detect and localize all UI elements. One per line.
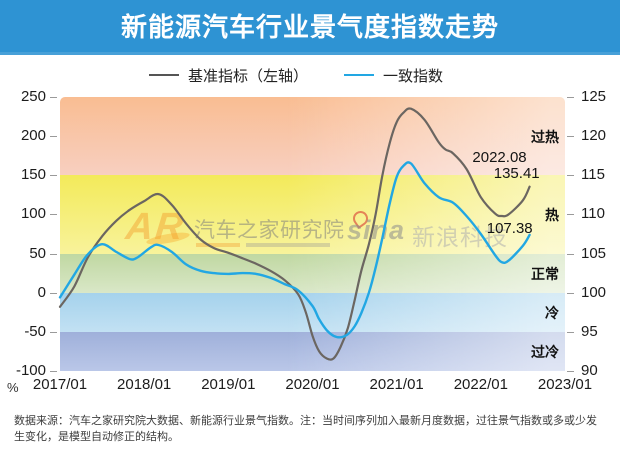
left-axis-tick-label: 250 — [20, 88, 46, 105]
left-axis-tick-label: 0 — [37, 283, 46, 301]
coincident-line-swatch — [344, 74, 374, 76]
zone-label: 过冷 — [531, 344, 559, 361]
right-axis-tickmark — [567, 97, 574, 98]
zone-band-5 — [60, 331, 565, 371]
legend-item-benchmark: 基准指标（左轴） — [148, 65, 308, 86]
value-annotation: 107.38 — [486, 219, 533, 237]
zone-label: 正常 — [531, 266, 559, 283]
right-axis-tick-label: 120 — [581, 127, 607, 145]
left-axis-tick-label: -50 — [24, 322, 46, 340]
zone-band-4 — [60, 292, 565, 332]
right-axis-tick-label: 115 — [581, 166, 605, 184]
right-axis-tick-label: 100 — [581, 283, 607, 301]
right-axis-tick-label: 110 — [581, 205, 605, 223]
right-axis-tick-label: 95 — [581, 322, 598, 340]
left-axis-tickmark — [50, 253, 57, 255]
x-axis-tick-label: 2023/01 — [537, 376, 593, 393]
left-axis-tick-label: 50 — [29, 244, 46, 262]
legend-label-benchmark: 基准指标（左轴） — [187, 67, 308, 85]
right-axis-tickmark — [567, 136, 574, 138]
value-annotation: 135.41 — [493, 164, 540, 182]
zone-label: 过热 — [531, 129, 559, 146]
right-axis-tickmark — [567, 175, 574, 177]
x-axis-tick-label: 2020/01 — [285, 376, 340, 393]
chart-legend: 基准指标（左轴） 一致指数 — [0, 62, 606, 88]
zone-band-3 — [60, 253, 565, 293]
x-axis-tick-label: 2018/01 — [117, 376, 172, 393]
right-axis-tickmark — [567, 214, 574, 216]
right-axis-tick-label: 125 — [581, 88, 607, 105]
left-axis-tick-label: -100 — [15, 362, 46, 379]
legend-item-coincident: 一致指数 — [344, 65, 443, 86]
zone-label: 冷 — [545, 305, 559, 322]
right-axis-tickmark — [567, 371, 574, 372]
left-axis-tick-label: 200 — [20, 127, 46, 145]
left-axis-unit: % — [7, 380, 19, 395]
zone-band-2 — [60, 175, 565, 254]
x-axis-tick-label: 2021/01 — [369, 376, 424, 393]
title-banner: 新能源汽车行业景气度指数走势 — [0, 0, 620, 55]
left-axis-tickmark — [50, 175, 57, 177]
legend-label-coincident: 一致指数 — [383, 67, 444, 85]
right-axis-tick-label: 105 — [581, 244, 607, 262]
x-axis-tick-label: 2019/01 — [201, 376, 256, 393]
left-axis-tickmark — [50, 136, 57, 138]
right-axis-tickmark — [567, 331, 574, 333]
zone-label: 热 — [545, 207, 559, 224]
left-axis-tickmark — [50, 371, 57, 372]
x-axis-tick-label: 2017/01 — [32, 376, 88, 393]
left-axis-tickmark — [50, 331, 57, 333]
value-annotation: 2022.08 — [472, 148, 527, 166]
right-axis-tick-label: 90 — [581, 362, 598, 379]
left-axis-tick-label: 150 — [20, 166, 46, 184]
source-note: 数据来源：汽车之家研究院大数据、新能源行业景气指数。注：当时间序列加入最新月度数… — [14, 415, 597, 443]
right-axis-tickmark — [567, 292, 574, 294]
right-axis-tickmark — [567, 253, 574, 255]
left-axis-tickmark — [50, 214, 57, 216]
left-axis-tick-label: 100 — [20, 205, 46, 223]
page-title: 新能源汽车行业景气度指数走势 — [120, 12, 499, 42]
left-axis-tickmark — [50, 97, 57, 98]
left-axis-tickmark — [50, 292, 57, 294]
benchmark-line-swatch — [148, 74, 179, 76]
x-axis-tick-label: 2022/01 — [453, 376, 508, 393]
